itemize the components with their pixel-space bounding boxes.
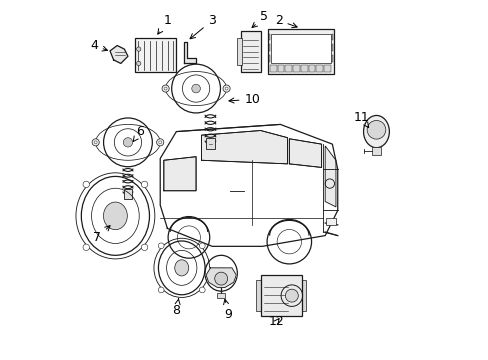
Text: 1: 1: [158, 14, 171, 34]
Circle shape: [162, 85, 169, 92]
Circle shape: [136, 61, 141, 66]
Circle shape: [285, 289, 298, 302]
FancyBboxPatch shape: [331, 55, 333, 62]
Circle shape: [83, 181, 89, 188]
Text: 12: 12: [268, 315, 284, 328]
Circle shape: [199, 243, 205, 249]
FancyBboxPatch shape: [270, 34, 330, 63]
Text: 7: 7: [93, 226, 110, 244]
Polygon shape: [110, 45, 128, 63]
Circle shape: [94, 141, 97, 144]
FancyBboxPatch shape: [371, 147, 380, 155]
Text: 2: 2: [274, 14, 297, 28]
Circle shape: [214, 272, 227, 285]
Circle shape: [141, 181, 147, 188]
Ellipse shape: [103, 202, 127, 230]
Ellipse shape: [174, 260, 188, 276]
Text: 5: 5: [251, 10, 268, 28]
Polygon shape: [163, 157, 196, 191]
Circle shape: [159, 141, 162, 144]
Circle shape: [83, 244, 89, 251]
FancyBboxPatch shape: [268, 55, 270, 62]
FancyBboxPatch shape: [217, 293, 225, 298]
FancyBboxPatch shape: [256, 280, 261, 311]
FancyBboxPatch shape: [260, 275, 301, 316]
Text: 6: 6: [133, 125, 144, 141]
FancyBboxPatch shape: [237, 39, 241, 65]
Circle shape: [136, 47, 141, 51]
Circle shape: [191, 84, 200, 93]
Polygon shape: [183, 42, 196, 63]
FancyBboxPatch shape: [269, 65, 276, 72]
FancyBboxPatch shape: [331, 44, 333, 51]
Circle shape: [223, 85, 230, 92]
Text: 10: 10: [228, 93, 260, 106]
FancyBboxPatch shape: [301, 280, 305, 311]
Polygon shape: [325, 146, 335, 207]
Text: 11: 11: [352, 111, 368, 127]
Circle shape: [164, 87, 167, 90]
Polygon shape: [206, 268, 236, 288]
FancyBboxPatch shape: [267, 30, 333, 74]
Polygon shape: [201, 131, 287, 164]
FancyBboxPatch shape: [268, 34, 270, 40]
Circle shape: [199, 287, 205, 293]
FancyBboxPatch shape: [285, 65, 292, 72]
FancyBboxPatch shape: [325, 219, 335, 225]
FancyBboxPatch shape: [301, 65, 307, 72]
Circle shape: [123, 138, 132, 147]
Text: 3: 3: [190, 14, 216, 39]
FancyBboxPatch shape: [135, 39, 176, 72]
Ellipse shape: [363, 116, 388, 148]
FancyBboxPatch shape: [206, 138, 214, 149]
Circle shape: [156, 139, 163, 146]
Circle shape: [141, 244, 147, 251]
FancyBboxPatch shape: [324, 65, 330, 72]
FancyBboxPatch shape: [331, 34, 333, 40]
FancyBboxPatch shape: [268, 44, 270, 51]
Polygon shape: [289, 139, 321, 167]
FancyBboxPatch shape: [293, 65, 299, 72]
FancyBboxPatch shape: [124, 189, 132, 199]
FancyBboxPatch shape: [316, 65, 323, 72]
Circle shape: [158, 243, 164, 249]
Text: 9: 9: [223, 299, 232, 321]
Text: 4: 4: [90, 39, 107, 52]
Circle shape: [366, 121, 385, 139]
FancyBboxPatch shape: [308, 65, 315, 72]
Circle shape: [158, 287, 164, 293]
Circle shape: [92, 139, 99, 146]
Text: 8: 8: [172, 299, 180, 318]
FancyBboxPatch shape: [277, 65, 284, 72]
Circle shape: [224, 87, 227, 90]
FancyBboxPatch shape: [241, 31, 260, 72]
